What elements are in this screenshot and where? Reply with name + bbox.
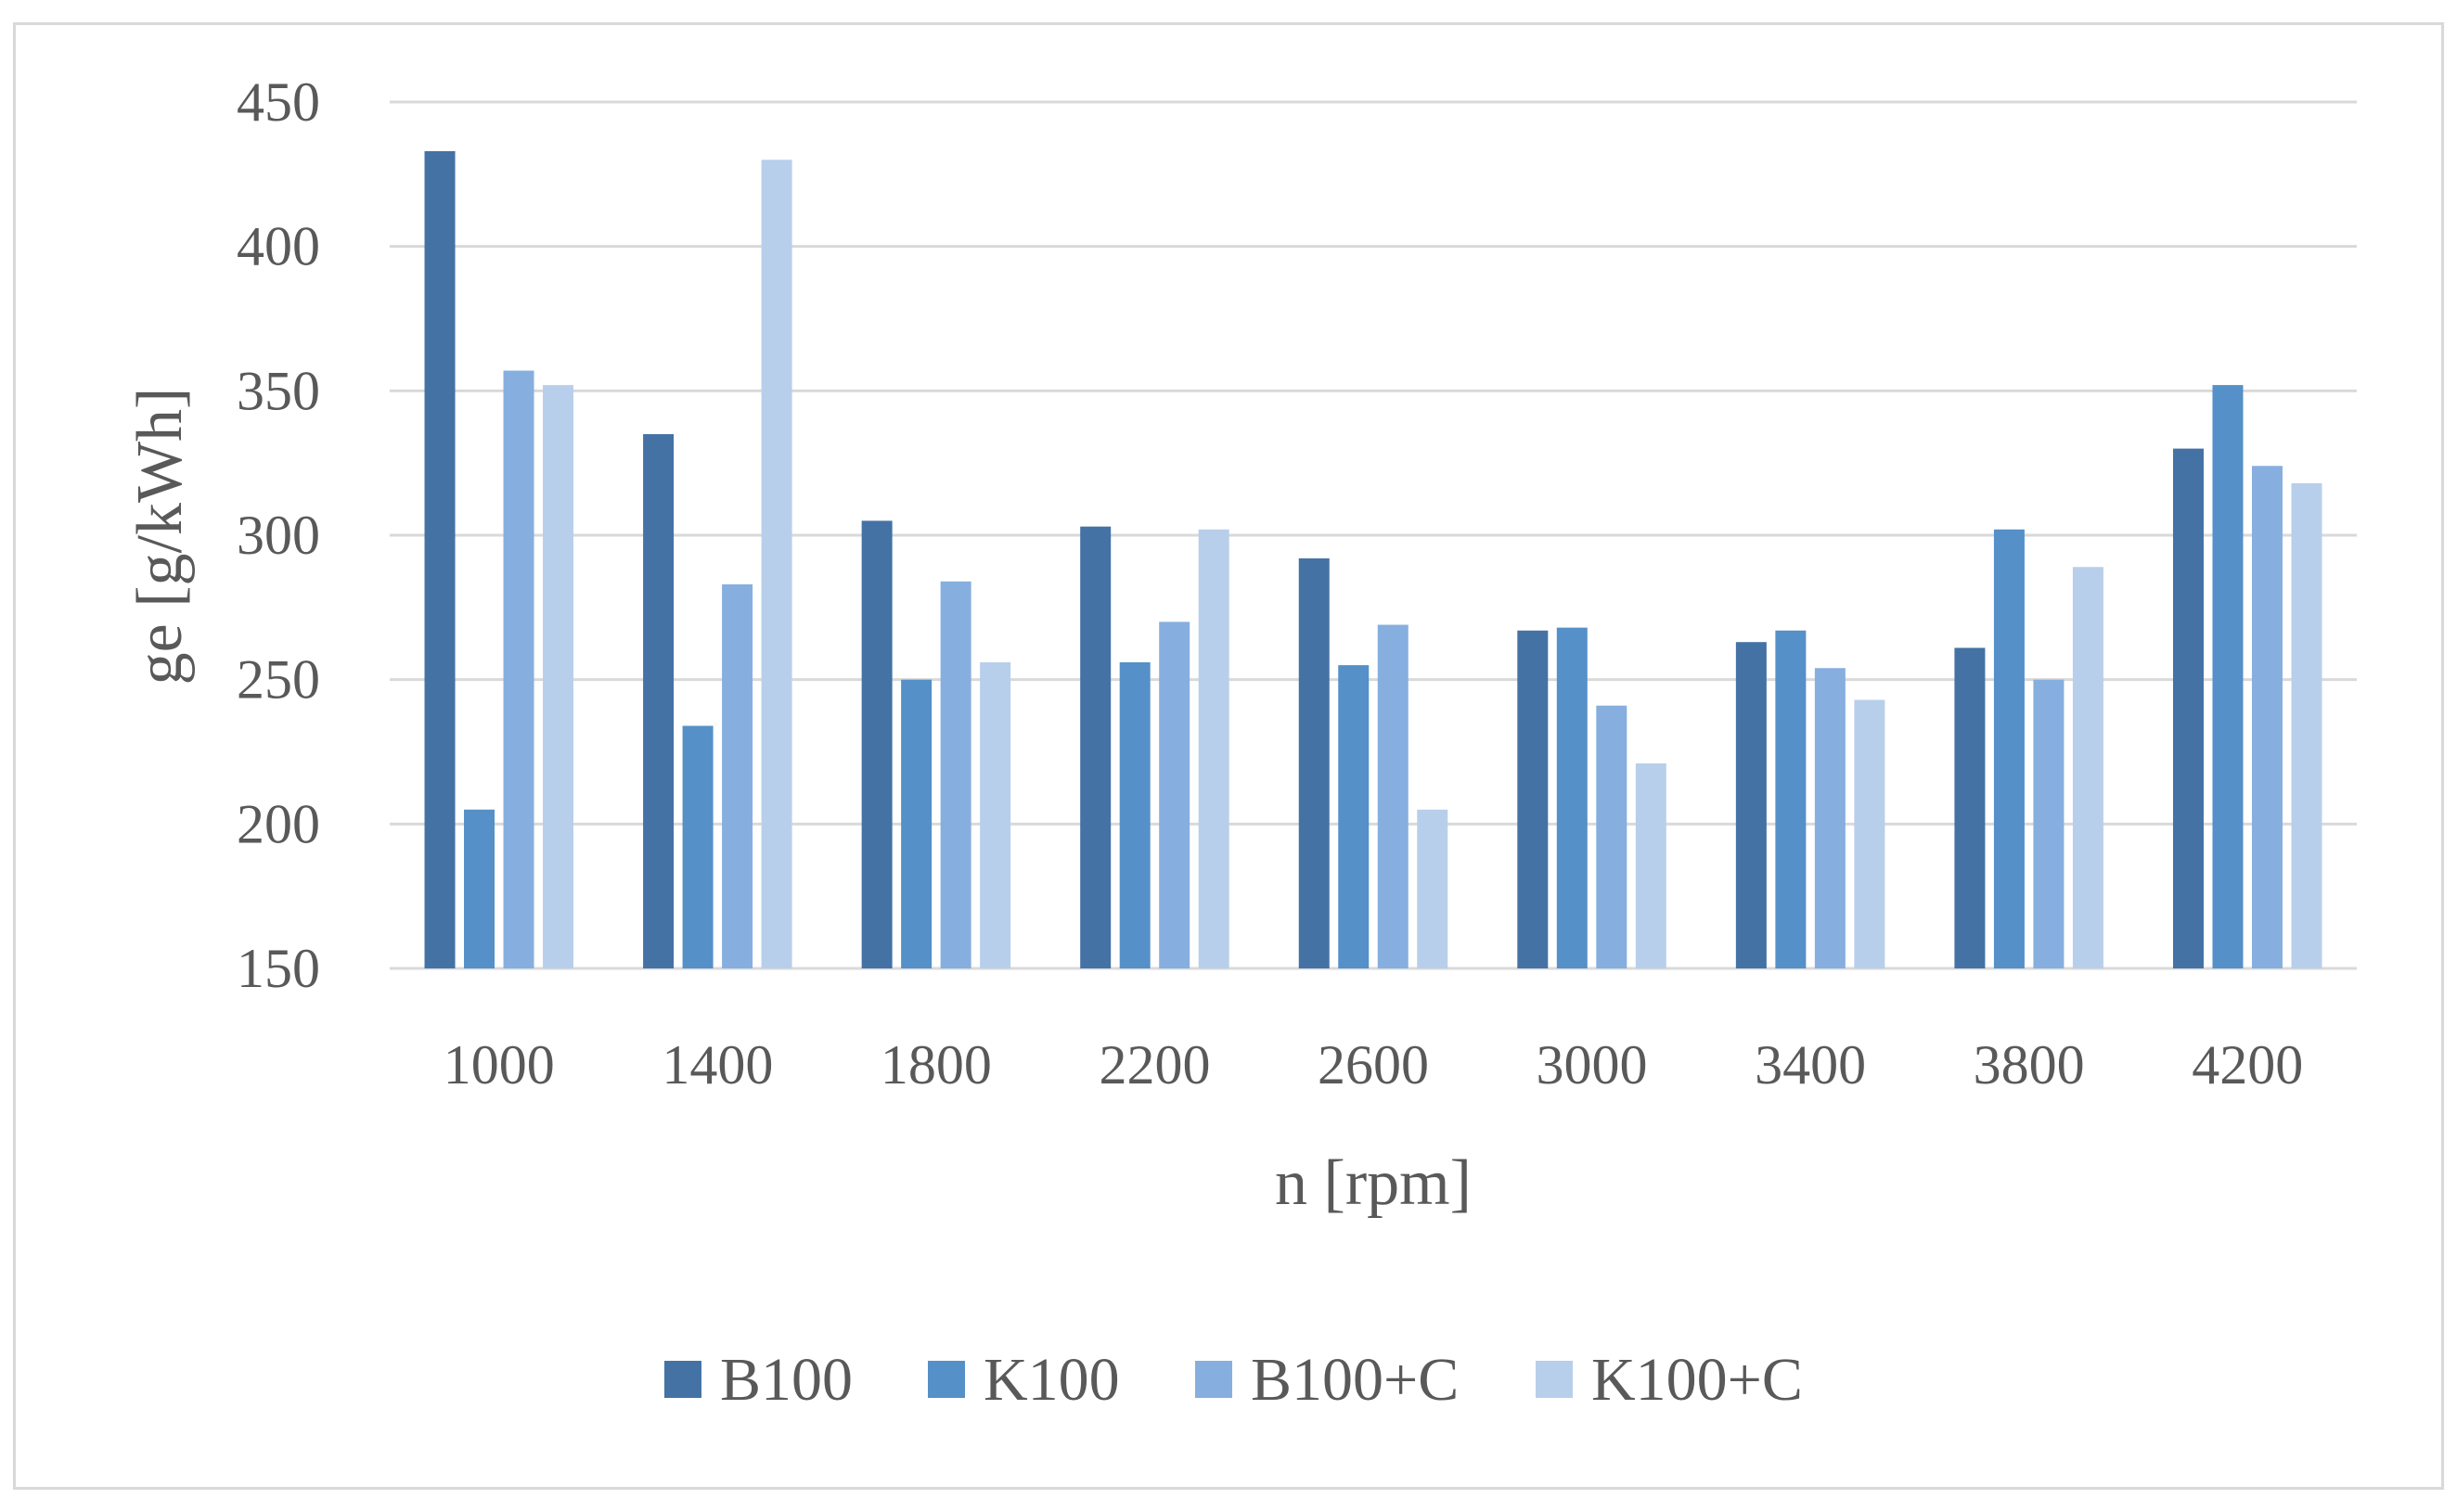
bar-k100-3000 xyxy=(1556,627,1588,968)
y-axis-title: ge [g/kWh] xyxy=(124,388,196,686)
bar-b100-plus-c-2600 xyxy=(1377,624,1409,968)
legend-label: B100 xyxy=(720,1346,853,1414)
gridlines xyxy=(390,100,2357,970)
legend-swatch xyxy=(664,1361,701,1398)
bar-b100-2600 xyxy=(1298,557,1330,968)
bar-k100-plus-c-4200 xyxy=(2291,482,2322,968)
y-tick-label: 350 xyxy=(237,360,320,421)
bar-k100-1800 xyxy=(901,679,933,968)
x-axis-title: n [rpm] xyxy=(1275,1147,1472,1219)
x-tick-label: 1400 xyxy=(662,1034,773,1096)
bar-k100-3400 xyxy=(1775,630,1807,968)
x-tick-label: 3000 xyxy=(1537,1034,1648,1096)
y-tick-label: 200 xyxy=(237,793,320,854)
legend: B100 K100 B100+C K100+C xyxy=(664,1346,1803,1414)
bar-k100-plus-c-2200 xyxy=(1198,529,1229,968)
bar-b100-3400 xyxy=(1735,642,1767,968)
bar-k100-plus-c-1800 xyxy=(980,661,1011,968)
y-tick-label: 250 xyxy=(237,649,320,711)
bar-b100-4200 xyxy=(2172,448,2204,969)
x-tick-label: 2200 xyxy=(1099,1034,1210,1096)
y-tick-label: 150 xyxy=(237,938,320,999)
bar-b100-1800 xyxy=(861,520,893,968)
bar-b100-plus-c-4200 xyxy=(2251,466,2283,968)
bar-k100-3800 xyxy=(1993,529,2025,968)
bar-k100-plus-c-3000 xyxy=(1635,762,1666,968)
x-tick-label: 4200 xyxy=(2192,1034,2303,1096)
bar-b100-3000 xyxy=(1517,630,1549,968)
legend-swatch xyxy=(1195,1361,1232,1398)
y-axis-ticks: 150 200 250 300 350 400 450 xyxy=(237,71,320,999)
legend-swatch xyxy=(1536,1361,1573,1398)
y-tick-label: 400 xyxy=(237,216,320,277)
bar-k100-1400 xyxy=(682,725,714,968)
bar-b100-plus-c-3400 xyxy=(1814,668,1846,968)
bar-b100-plus-c-1000 xyxy=(503,370,534,968)
bar-b100-2200 xyxy=(1080,526,1112,968)
y-tick-label: 450 xyxy=(237,71,320,133)
bar-b100-plus-c-3000 xyxy=(1596,705,1627,968)
legend-label: K100+C xyxy=(1591,1346,1803,1414)
bar-b100-plus-c-2200 xyxy=(1159,621,1190,968)
bar-k100-4200 xyxy=(2212,385,2244,968)
bar-k100-plus-c-2600 xyxy=(1417,809,1448,968)
x-tick-label: 3800 xyxy=(1974,1034,2085,1096)
bar-k100-2200 xyxy=(1119,661,1151,968)
legend-label: K100 xyxy=(984,1346,1120,1414)
bar-b100-plus-c-1400 xyxy=(722,583,753,968)
bar-k100-1000 xyxy=(464,809,495,968)
legend-swatch xyxy=(928,1361,965,1398)
x-axis-ticks: 1000 1400 1800 2200 2600 3000 3400 3800 4200 xyxy=(444,1034,2303,1096)
x-tick-label: 1800 xyxy=(881,1034,992,1096)
x-tick-label: 1000 xyxy=(444,1034,555,1096)
legend-label: B100+C xyxy=(1251,1346,1459,1414)
x-tick-label: 3400 xyxy=(1755,1034,1866,1096)
bar-b100-3800 xyxy=(1954,647,1986,968)
bar-b100-1000 xyxy=(424,150,456,969)
bar-k100-plus-c-3400 xyxy=(1854,699,1885,968)
y-tick-label: 300 xyxy=(237,505,320,566)
bar-b100-plus-c-3800 xyxy=(2033,679,2065,968)
bar-b100-plus-c-1800 xyxy=(940,581,971,968)
bar-k100-plus-c-1400 xyxy=(761,160,792,968)
x-tick-label: 2600 xyxy=(1318,1034,1429,1096)
bar-b100-1400 xyxy=(643,434,675,968)
bars xyxy=(424,150,2322,969)
bar-k100-2600 xyxy=(1338,665,1370,968)
bar-k100-plus-c-3800 xyxy=(2072,567,2103,968)
bar-k100-plus-c-1000 xyxy=(543,385,574,968)
